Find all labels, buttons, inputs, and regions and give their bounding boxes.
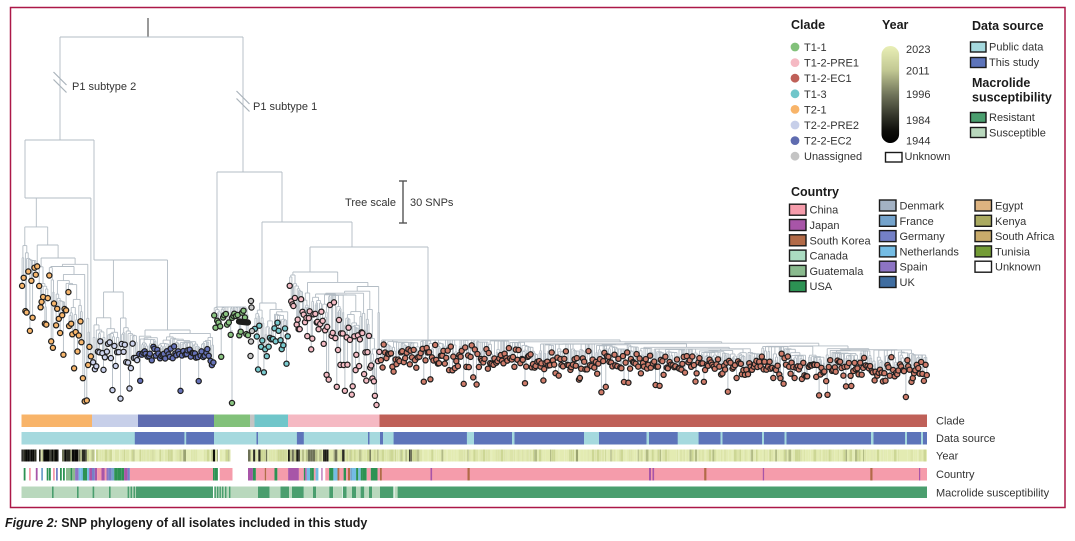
- svg-text:Susceptible: Susceptible: [989, 128, 1046, 140]
- svg-text:Macrolide: Macrolide: [972, 76, 1030, 90]
- svg-text:Netherlands: Netherlands: [900, 246, 960, 258]
- svg-text:T1-2-EC1: T1-2-EC1: [804, 73, 852, 85]
- svg-text:Country: Country: [936, 469, 975, 481]
- svg-text:T1-3: T1-3: [804, 89, 827, 101]
- svg-text:Germany: Germany: [900, 231, 946, 243]
- svg-text:Year: Year: [882, 18, 909, 32]
- svg-text:Unknown: Unknown: [905, 151, 951, 163]
- svg-text:USA: USA: [810, 281, 833, 293]
- svg-text:Macrolide susceptibility: Macrolide susceptibility: [936, 488, 1050, 500]
- svg-text:T2-1: T2-1: [804, 104, 827, 116]
- svg-text:Clade: Clade: [791, 18, 825, 32]
- svg-text:Spain: Spain: [900, 262, 928, 274]
- svg-text:Resistant: Resistant: [989, 112, 1035, 124]
- svg-text:susceptibility: susceptibility: [972, 91, 1052, 105]
- svg-text:Clade: Clade: [936, 416, 965, 428]
- svg-text:T2-2-EC2: T2-2-EC2: [804, 136, 852, 148]
- svg-text:Public data: Public data: [989, 42, 1044, 54]
- svg-text:2023: 2023: [906, 44, 930, 56]
- svg-text:Canada: Canada: [810, 251, 849, 263]
- svg-text:Unassigned: Unassigned: [804, 151, 862, 163]
- svg-text:Data source: Data source: [936, 433, 995, 445]
- svg-text:Year: Year: [936, 451, 959, 463]
- svg-text:P1 subtype 1: P1 subtype 1: [253, 101, 317, 113]
- svg-text:This study: This study: [989, 57, 1040, 69]
- svg-text:T2-2-PRE2: T2-2-PRE2: [804, 120, 859, 132]
- svg-text:Guatemala: Guatemala: [810, 266, 865, 278]
- svg-text:2011: 2011: [906, 66, 930, 78]
- svg-text:Tree scale: Tree scale: [345, 197, 396, 209]
- svg-text:Tunisia: Tunisia: [995, 246, 1031, 258]
- svg-text:T1-2-PRE1: T1-2-PRE1: [804, 58, 859, 70]
- svg-text:South Africa: South Africa: [995, 231, 1055, 243]
- svg-text:South Korea: South Korea: [810, 235, 872, 247]
- svg-text:Country: Country: [791, 185, 839, 199]
- svg-text:France: France: [900, 216, 934, 228]
- svg-text:Denmark: Denmark: [900, 201, 945, 213]
- svg-text:Data source: Data source: [972, 19, 1044, 33]
- svg-text:1944: 1944: [906, 136, 930, 148]
- svg-text:30 SNPs: 30 SNPs: [410, 197, 454, 209]
- svg-text:Japan: Japan: [810, 220, 840, 232]
- svg-text:1996: 1996: [906, 89, 930, 101]
- svg-text:Unknown: Unknown: [995, 262, 1041, 274]
- svg-text:Figure 2: SNP phylogeny of all: Figure 2: SNP phylogeny of all isolates …: [5, 516, 367, 530]
- svg-text:UK: UK: [900, 277, 916, 289]
- svg-text:P1 subtype 2: P1 subtype 2: [72, 81, 136, 93]
- svg-text:Egypt: Egypt: [995, 201, 1023, 213]
- svg-text:1984: 1984: [906, 115, 930, 127]
- svg-text:Kenya: Kenya: [995, 216, 1027, 228]
- svg-text:China: China: [810, 205, 840, 217]
- svg-text:T1-1: T1-1: [804, 42, 827, 54]
